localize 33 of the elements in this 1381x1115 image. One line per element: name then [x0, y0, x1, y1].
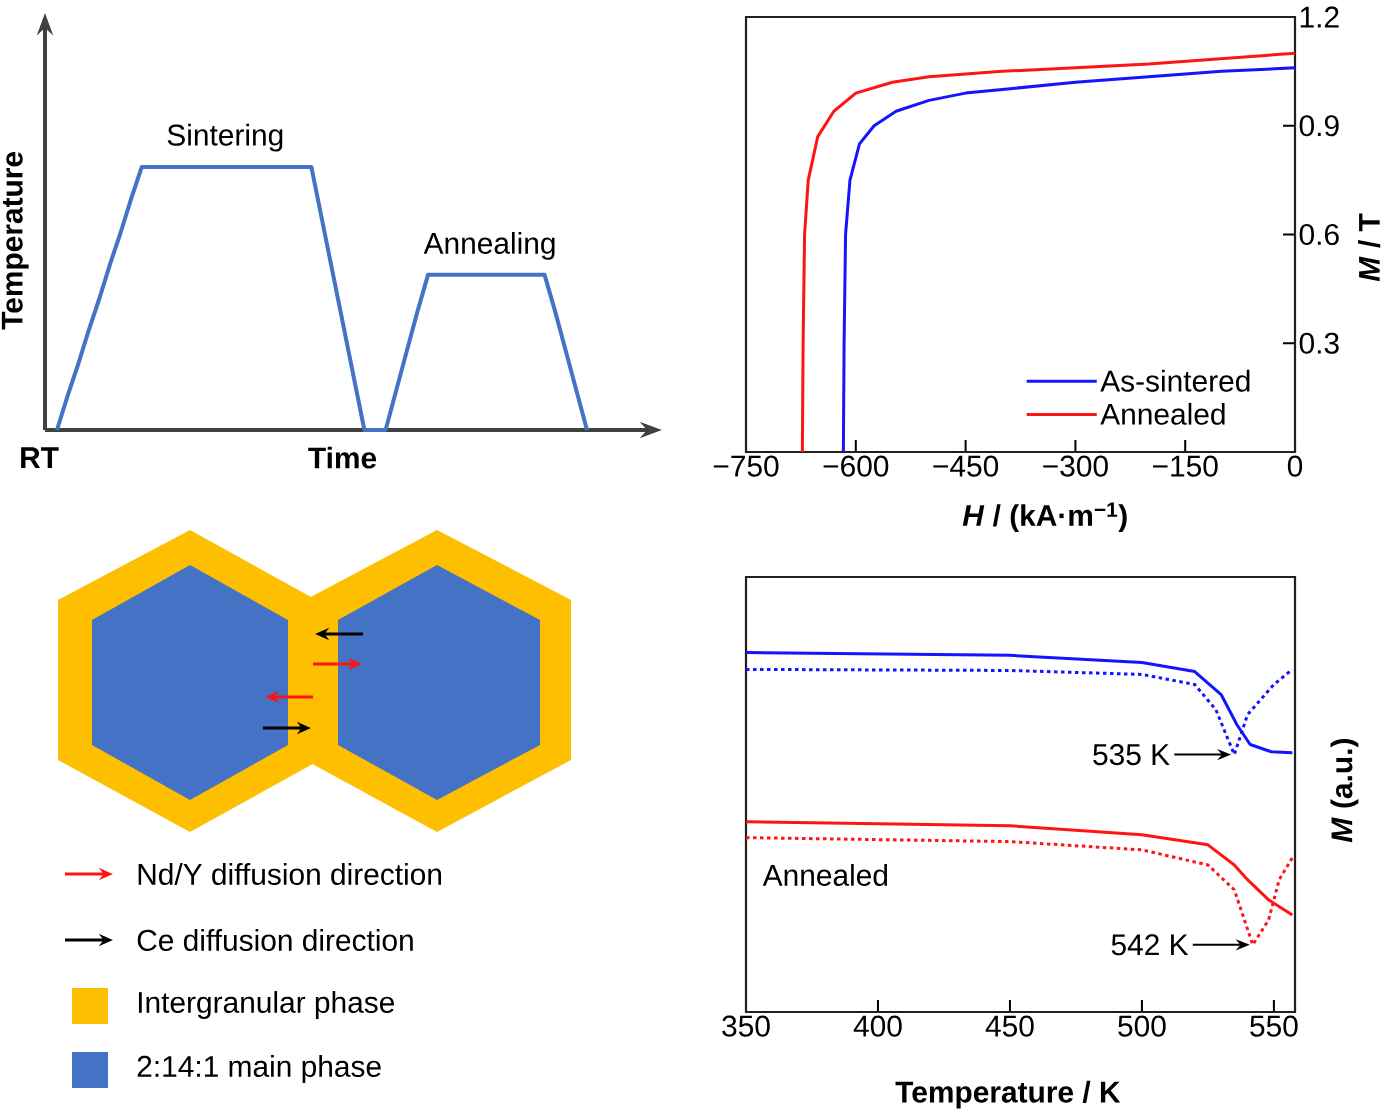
text: 2:14:1 main phase — [137, 1055, 381, 1083]
annotation: 542 K — [1111, 934, 1189, 956]
x-tick-label: −450 — [933, 455, 999, 477]
x-tick-label: −150 — [1153, 455, 1218, 477]
x-axis-title: H / (kA·m$^{−1}$) — [962, 502, 1127, 533]
text: Sintering — [167, 123, 283, 152]
x-tick-label: −600 — [823, 455, 889, 477]
legend-label: Annealed — [1100, 402, 1225, 425]
text: RT — [21, 447, 59, 468]
y-tick-label: 0.9 — [1299, 115, 1339, 137]
y-axis-title: M (a.u.) — [1330, 739, 1359, 843]
x-tick-label: 500 — [1118, 1015, 1166, 1037]
y-tick-label: 0.6 — [1299, 223, 1339, 246]
x-tick-label: 0 — [1287, 455, 1303, 477]
annotation: Annealing — [423, 231, 555, 260]
y-tick-label: 0.3 — [1299, 332, 1339, 354]
x-tick-label: −300 — [1043, 455, 1108, 477]
x-tick-label: 400 — [853, 1015, 902, 1037]
x-tick-label: 450 — [985, 1015, 1034, 1037]
legend-label: As-sintered — [1100, 369, 1250, 392]
y-tick-label: 1.2 — [1300, 6, 1339, 28]
text: Intergranular phase — [138, 991, 395, 1019]
y-axis-title: M / T — [1358, 213, 1381, 282]
x-axis-title: Time — [308, 446, 377, 469]
text: Ce diffusion direction — [137, 929, 413, 951]
x-axis-title: Temperature / K — [895, 1080, 1121, 1109]
x-tick-label: 350 — [722, 1015, 770, 1037]
y-axis-title: Temperature — [1, 152, 29, 330]
text: Nd/Y diffusion direction — [138, 863, 442, 885]
x-tick-label: −750 — [713, 455, 779, 477]
annotation: Annealed — [762, 864, 888, 886]
annotation: 535 K — [1093, 744, 1170, 766]
x-tick-label: 550 — [1250, 1015, 1298, 1037]
